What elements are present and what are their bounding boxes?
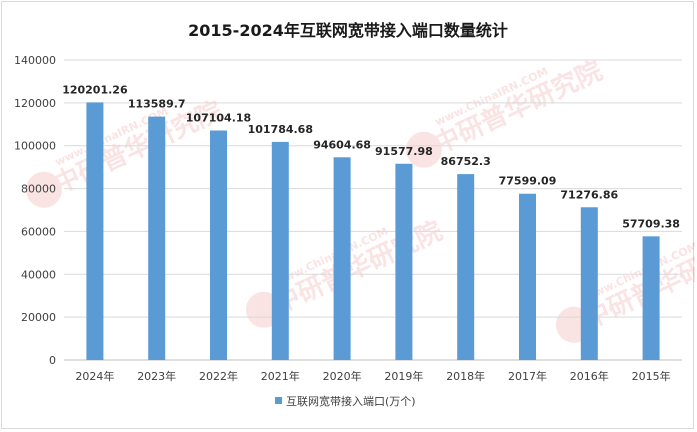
bar xyxy=(519,193,536,360)
data-label: 91577.98 xyxy=(375,145,433,158)
x-tick-label: 2017年 xyxy=(508,369,547,383)
x-tick-label: 2022年 xyxy=(199,369,238,383)
x-tick-label: 2021年 xyxy=(261,369,300,383)
x-tick-label: 2018年 xyxy=(446,369,485,383)
bar-series xyxy=(86,102,660,360)
x-tick-label: 2024年 xyxy=(75,369,114,383)
y-tick-label: 20000 xyxy=(21,311,56,324)
data-label: 86752.3 xyxy=(441,155,491,168)
y-tick-label: 60000 xyxy=(21,225,56,238)
data-label: 101784.68 xyxy=(248,123,313,136)
x-axis: 2024年 2023年 2022年 2021年 2020年 2019年 2018年 2017年… xyxy=(75,369,670,383)
y-tick-label: 140000 xyxy=(14,54,56,67)
bar xyxy=(148,116,166,360)
bar xyxy=(210,130,227,360)
legend-swatch xyxy=(275,397,282,404)
x-tick-label: 2019年 xyxy=(384,369,423,383)
y-tick-label: 40000 xyxy=(21,268,56,281)
data-label: 94604.68 xyxy=(313,138,371,151)
bar xyxy=(271,141,289,360)
data-labels: 120201.26113589.7107104.18101784.6894604… xyxy=(62,83,680,230)
y-tick-label: 120000 xyxy=(14,97,56,110)
grid-lines xyxy=(64,59,682,361)
data-label: 77599.09 xyxy=(499,175,557,188)
bar xyxy=(580,207,598,360)
y-tick-label: 0 xyxy=(49,354,56,367)
data-label: 57709.38 xyxy=(622,217,680,230)
x-tick-label: 2016年 xyxy=(570,369,609,383)
bar xyxy=(457,174,475,360)
bar xyxy=(333,157,351,360)
data-label: 107104.18 xyxy=(186,111,251,124)
watermark-logo xyxy=(405,131,442,168)
data-label: 71276.86 xyxy=(560,188,618,201)
bar xyxy=(86,102,104,360)
y-tick-label: 80000 xyxy=(21,183,56,196)
watermark-logo xyxy=(25,171,62,208)
data-label: 120201.26 xyxy=(62,83,128,96)
legend-label: 互联网宽带接入端口(万个) xyxy=(286,394,416,408)
y-tick-label: 100000 xyxy=(14,140,56,153)
y-axis: 0 20000 40000 60000 80000 100000 120000 140000 xyxy=(14,54,56,367)
x-tick-label: 2023年 xyxy=(137,369,176,383)
chart-title: 2015-2024年互联网宽带接入端口数量统计 xyxy=(188,21,508,40)
x-tick-label: 2020年 xyxy=(323,369,362,383)
x-tick-label: 2015年 xyxy=(632,369,671,383)
legend: 互联网宽带接入端口(万个) xyxy=(275,394,416,408)
bar xyxy=(642,236,660,360)
data-label: 113589.7 xyxy=(128,98,186,111)
bar xyxy=(395,163,413,360)
